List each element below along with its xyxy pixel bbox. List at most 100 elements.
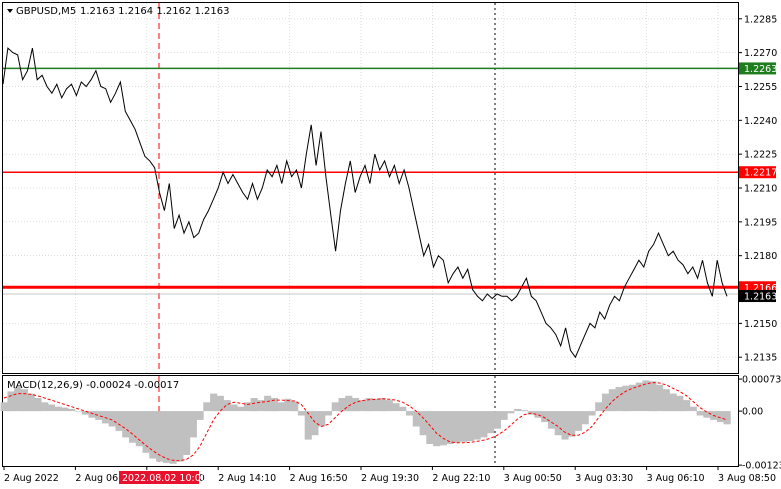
macd-histogram-bar <box>223 400 231 412</box>
time-tick-label: 2 Aug 06:10 <box>75 473 133 484</box>
macd-histogram-bar <box>480 411 488 438</box>
price-tick-label: 1.2225 <box>744 150 777 161</box>
macd-histogram-bar <box>723 411 731 425</box>
macd-histogram-bar <box>635 382 643 412</box>
macd-histogram-bar <box>203 402 211 412</box>
macd-histogram-bar <box>257 400 265 412</box>
level-badge-label: 1.2217 <box>744 168 777 179</box>
macd-histogram-bar <box>142 411 150 453</box>
current-price-label: 1.2163 <box>744 292 777 303</box>
time-tick-label: 3 Aug 06:10 <box>647 473 705 484</box>
price-tick-label: 1.2285 <box>744 14 777 25</box>
price-tick-label: 1.2180 <box>744 251 777 262</box>
macd-histogram-bar <box>14 387 22 412</box>
macd-histogram-bar <box>372 398 380 412</box>
macd-histogram-bar <box>34 398 42 412</box>
macd-histogram-bar <box>487 411 495 434</box>
macd-histogram-bar <box>446 411 454 444</box>
macd-tick-label: 0.00 <box>742 407 763 418</box>
macd-histogram-bar <box>196 411 204 420</box>
time-tick-label: 2 Aug 19:30 <box>361 473 419 484</box>
macd-histogram-bar <box>642 380 650 412</box>
macd-histogram-bar <box>345 395 353 412</box>
macd-histogram-bar <box>656 384 664 412</box>
macd-histogram-bar <box>304 411 312 440</box>
macd-histogram-bar <box>419 411 427 436</box>
macd-tick-label: 0.00073 <box>742 375 781 386</box>
macd-axis: 0.00073 0.00 -0.00123 <box>738 375 781 472</box>
macd-histogram-bar <box>466 411 474 441</box>
price-tick-label: 1.2150 <box>744 319 777 330</box>
macd-histogram-bar <box>514 408 522 412</box>
macd-histogram-bar <box>284 398 292 412</box>
macd-histogram-bar <box>520 410 528 412</box>
macd-histogram-bar <box>135 411 143 447</box>
macd-histogram-bar <box>683 400 691 412</box>
macd-histogram-bar <box>662 389 670 412</box>
macd-histogram-bar <box>629 384 637 412</box>
price-tick-label: 1.2210 <box>744 184 777 195</box>
macd-histogram-bar <box>399 406 407 412</box>
main-chart-frame <box>2 2 739 374</box>
price-line <box>2 47 728 359</box>
macd-histogram-bar <box>88 411 96 418</box>
macd-histogram-bar <box>453 411 461 443</box>
macd-histogram-bar <box>622 385 630 412</box>
macd-histogram-bar <box>358 400 366 412</box>
macd-histogram-bar <box>385 400 393 412</box>
macd-histogram-bar <box>676 395 684 412</box>
macd-histogram-bar <box>379 398 387 412</box>
time-tick-label: 3 Aug 08:50 <box>718 473 776 484</box>
macd-histogram-bar <box>602 393 610 412</box>
macd-histogram-bar <box>264 395 272 412</box>
macd-histogram-bar <box>27 393 35 412</box>
macd-histogram-bar <box>169 411 177 464</box>
macd-histogram-bar <box>183 411 191 455</box>
macd-histogram-bar <box>588 411 596 416</box>
time-tick-label: 2 Aug 22:10 <box>432 473 490 484</box>
level-badge-label: 1.2166 <box>744 283 777 294</box>
macd-histogram-bar <box>311 411 319 436</box>
current-price-badge <box>739 290 776 303</box>
macd-histogram-bar <box>108 411 116 427</box>
symbol-label: GBPUSD,M5 <box>16 6 76 17</box>
macd-histogram-bar <box>649 381 657 412</box>
price-tick-label: 1.2255 <box>744 82 777 93</box>
macd-histogram-bar <box>473 411 481 440</box>
macd-histogram-bar <box>365 398 373 412</box>
macd-histogram-bar <box>412 411 420 427</box>
macd-histogram-bar <box>392 403 400 412</box>
macd-histogram-bar <box>95 411 103 420</box>
macd-histogram-bar <box>703 411 711 418</box>
price-tick-label: 1.2270 <box>744 48 777 59</box>
macd-histogram-bar <box>216 395 224 412</box>
price-tick-label: 1.2195 <box>744 217 777 228</box>
macd-histogram-bar <box>338 398 346 412</box>
macd-histogram-bar <box>561 411 569 440</box>
macd-histogram-bar <box>534 411 542 418</box>
macd-histogram-bar <box>554 411 562 436</box>
macd-histogram-bar <box>156 411 164 462</box>
macd-histogram-bar <box>547 411 555 429</box>
macd-histogram-bar <box>460 411 468 442</box>
macd-histogram-bar <box>433 411 441 447</box>
grid-layer <box>3 3 738 373</box>
macd-histogram-bar <box>81 411 89 415</box>
macd-histogram-bar <box>74 411 82 412</box>
macd-histogram-bar <box>162 411 170 463</box>
macd-histogram-bar <box>210 393 218 412</box>
macd-histogram-bar <box>47 404 55 412</box>
symbol-dropdown-icon[interactable] <box>7 9 13 13</box>
macd-histogram-bar <box>581 411 589 425</box>
highlight-time-badge <box>119 471 199 484</box>
macd-histogram-bar <box>493 411 501 429</box>
time-tick-label: 3 Aug 00:50 <box>504 473 562 484</box>
macd-histogram-bar <box>696 411 704 416</box>
macd-histogram-bar <box>129 411 137 443</box>
macd-histogram-bar <box>291 401 299 412</box>
macd-histogram-bar <box>0 402 8 412</box>
ohlc-label: 1.2163 1.2164 1.2162 1.2163 <box>80 6 230 17</box>
level-badge-label: 1.2263 <box>744 64 777 75</box>
